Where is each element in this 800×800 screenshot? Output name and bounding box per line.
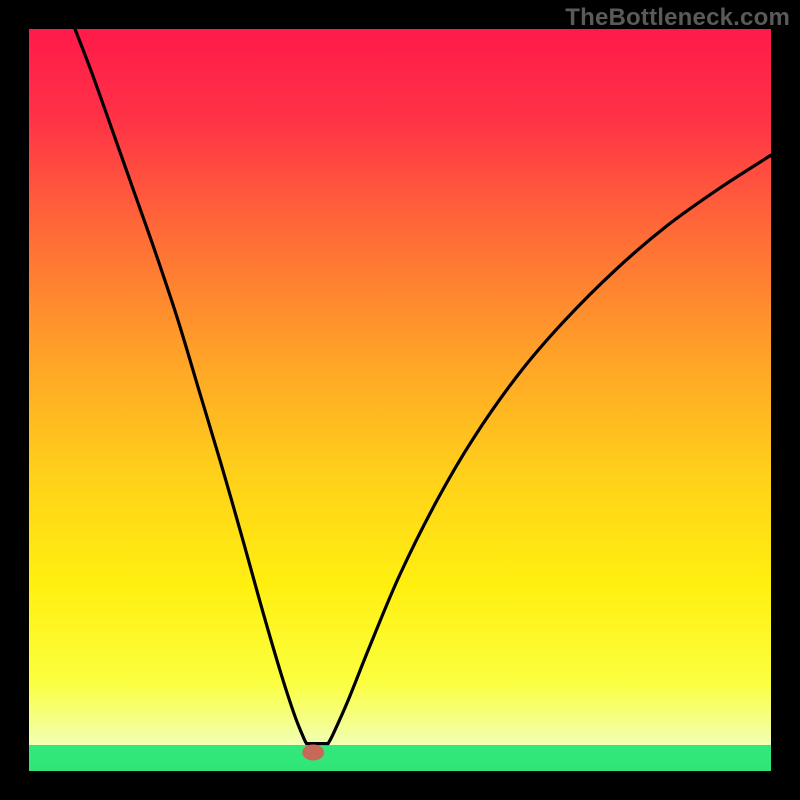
chart-plot-area (29, 29, 771, 771)
watermark-text: TheBottleneck.com (565, 4, 790, 32)
bottleneck-curve-chart (0, 0, 800, 800)
optimum-marker (302, 744, 324, 760)
